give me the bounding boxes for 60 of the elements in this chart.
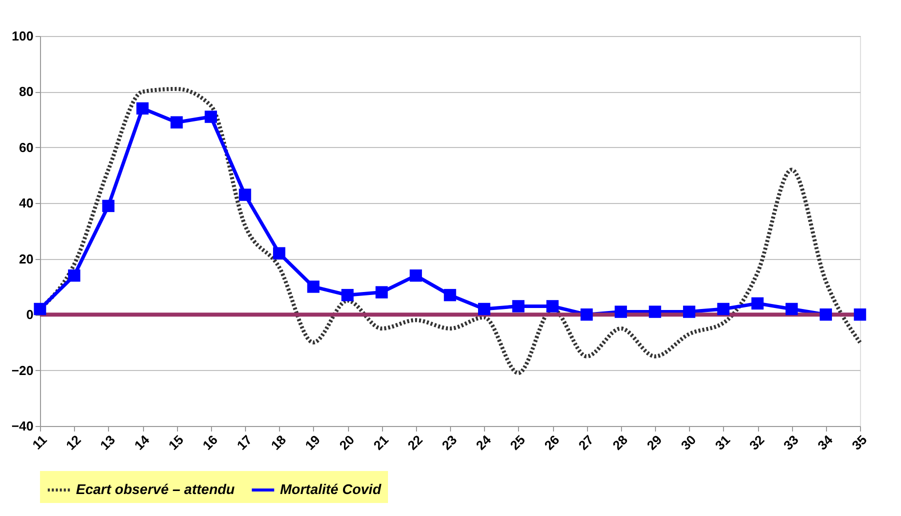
- x-tick-label: 25: [507, 432, 528, 453]
- point: [204, 110, 217, 123]
- point: [68, 269, 80, 282]
- x-tick-label: 31: [712, 432, 734, 453]
- point: [546, 300, 559, 312]
- x-tick-label: 29: [644, 432, 665, 453]
- x-tick-label: 32: [746, 432, 768, 453]
- x-tick-label: 27: [576, 432, 596, 453]
- x-tick-label: 24: [473, 432, 494, 453]
- point: [376, 286, 388, 298]
- y-tick-label: 0: [26, 307, 34, 322]
- x-tick-label: 23: [438, 432, 460, 453]
- point: [410, 269, 422, 282]
- point: [307, 280, 320, 293]
- y-tick-label: −40: [11, 418, 34, 434]
- point: [580, 308, 593, 321]
- x-tick-label: 22: [404, 432, 426, 453]
- x-tick-label: 28: [610, 432, 631, 453]
- point: [170, 116, 183, 128]
- point: [512, 300, 524, 312]
- point: [786, 302, 798, 316]
- x-tick-label: 11: [29, 432, 50, 452]
- point: [683, 306, 696, 318]
- y-tick-label: 60: [19, 140, 34, 155]
- x-tick-label: 26: [541, 432, 562, 453]
- point: [820, 308, 832, 321]
- x-tick-label: 15: [166, 432, 186, 453]
- x-tick-label: 35: [848, 432, 870, 453]
- x-tick-label: 21: [370, 432, 392, 453]
- y-tick-label: 20: [19, 251, 34, 266]
- point: [102, 200, 114, 212]
- x-tick-label: 30: [678, 432, 699, 453]
- x-tick-label: 17: [234, 432, 255, 453]
- x-tick-label: 18: [268, 432, 289, 453]
- x-tick-label: 12: [63, 432, 84, 453]
- y-tick-label: 80: [19, 84, 34, 100]
- legend-label: Mortalité Covid: [280, 481, 382, 497]
- x-tick-label: 20: [336, 432, 358, 453]
- point: [478, 302, 490, 316]
- x-tick-label: 33: [780, 432, 802, 453]
- y-tick-label: 40: [19, 196, 34, 211]
- point: [854, 308, 866, 321]
- point: [273, 247, 286, 260]
- point: [717, 302, 730, 316]
- point: [614, 306, 627, 318]
- x-tick-label: 13: [97, 432, 118, 453]
- point: [136, 102, 149, 115]
- point: [34, 302, 46, 316]
- x-tick-label: 14: [131, 432, 153, 453]
- x-tick-label: 16: [200, 432, 221, 453]
- y-tick-label: −20: [11, 362, 34, 378]
- x-tick-label: 34: [814, 432, 836, 453]
- point: [648, 306, 662, 318]
- x-tick-label: 19: [302, 432, 324, 453]
- point: [238, 188, 252, 201]
- point: [444, 288, 456, 302]
- point: [751, 297, 764, 310]
- point: [341, 288, 354, 302]
- legend-label: Ecart observé – attendu: [76, 481, 236, 497]
- y-tick-label: 100: [12, 28, 34, 44]
